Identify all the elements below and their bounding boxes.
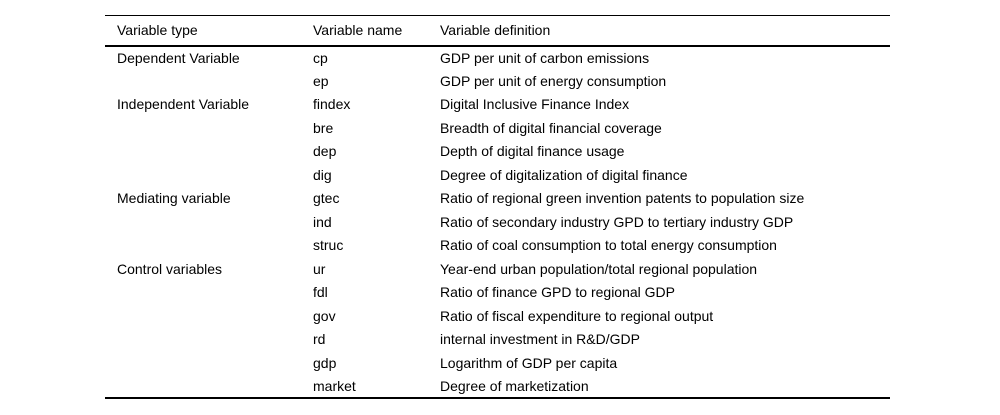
cell-variable-name: dig — [313, 166, 332, 183]
table-row: ind Ratio of secondary industry GPD to te… — [105, 210, 890, 234]
column-header-variable-definition: Variable definition — [440, 15, 890, 47]
cell-variable-definition: internal investment in R&D/GDP — [440, 331, 640, 348]
cell-variable-type: Mediating variable — [117, 190, 231, 207]
cell-variable-type — [105, 140, 313, 164]
cell-variable-definition: Digital Inclusive Finance Index — [440, 96, 630, 113]
cell-variable-definition: Ratio of finance GPD to regional GDP — [440, 284, 676, 301]
cell-variable-name: dep — [313, 143, 337, 160]
cell-variable-type — [105, 351, 313, 375]
cell-variable-name: cp — [313, 49, 328, 66]
cell-variable-type — [105, 234, 313, 258]
cell-variable-name: gdp — [313, 354, 337, 371]
table-row: ep GDP per unit of energy consumption — [105, 69, 890, 93]
cell-variable-definition: Degree of digitalization of digital fina… — [440, 166, 688, 183]
cell-variable-definition: Ratio of fiscal expenditure to regional … — [440, 307, 714, 324]
cell-variable-type — [105, 210, 313, 234]
cell-variable-type: Control variables — [117, 260, 223, 277]
cell-variable-name: findex — [313, 96, 351, 113]
cell-variable-definition: Ratio of secondary industry GPD to terti… — [440, 213, 794, 230]
table-row: fdl Ratio of finance GPD to regional GDP — [105, 281, 890, 305]
table-row: gov Ratio of fiscal expenditure to region… — [105, 304, 890, 328]
table-row: Mediating variable gtec Ratio of regional … — [105, 187, 890, 211]
cell-variable-definition: Breadth of digital financial coverage — [440, 119, 662, 136]
cell-variable-definition: Year-end urban population/total regional… — [440, 260, 758, 277]
cell-variable-type — [105, 116, 313, 140]
cell-variable-name: ep — [313, 72, 329, 89]
cell-variable-type — [105, 304, 313, 328]
cell-variable-name: struc — [313, 237, 344, 254]
table-body: Dependent Variable cp GDP per unit of carb… — [105, 46, 890, 399]
cell-variable-name: bre — [313, 119, 334, 136]
table-row: struc Ratio of coal consumption to total … — [105, 234, 890, 258]
table-header-row: Variable type Variable name Variable def… — [105, 15, 890, 47]
table-row: dep Depth of digital finance usage — [105, 140, 890, 164]
cell-variable-type — [105, 281, 313, 305]
cell-variable-type — [105, 69, 313, 93]
variables-table: Variable type Variable name Variable def… — [105, 15, 890, 399]
table-row: gdp Logarithm of GDP per capita — [105, 351, 890, 375]
cell-variable-name: ind — [313, 213, 332, 230]
table-row: market Degree of marketization — [105, 375, 890, 399]
cell-variable-name: gov — [313, 307, 336, 324]
cell-variable-name: fdl — [313, 284, 328, 301]
cell-variable-type: Dependent Variable — [117, 49, 240, 66]
cell-variable-name: market — [313, 377, 356, 394]
table-row: rd internal investment in R&D/GDP — [105, 328, 890, 352]
cell-variable-name: gtec — [313, 190, 340, 207]
cell-variable-name: ur — [313, 260, 326, 277]
table-row: bre Breadth of digital financial coverage — [105, 116, 890, 140]
table-row: Control variables ur Year-end urban popula… — [105, 257, 890, 281]
cell-variable-definition: Ratio of regional green invention patent… — [440, 190, 805, 207]
cell-variable-definition: GDP per unit of carbon emissions — [440, 49, 650, 66]
cell-variable-type — [105, 328, 313, 352]
cell-variable-definition: GDP per unit of energy consumption — [440, 72, 667, 89]
cell-variable-definition: Ratio of coal consumption to total energ… — [440, 237, 777, 254]
cell-variable-definition: Depth of digital finance usage — [440, 143, 625, 160]
column-header-variable-name: Variable name — [313, 15, 440, 47]
cell-variable-type — [105, 375, 313, 399]
variables-table-container: Variable type Variable name Variable def… — [105, 15, 890, 399]
cell-variable-name: rd — [313, 331, 326, 348]
cell-variable-type — [105, 163, 313, 187]
cell-variable-definition: Logarithm of GDP per capita — [440, 354, 618, 371]
column-header-variable-type: Variable type — [105, 15, 313, 47]
cell-variable-definition: Degree of marketization — [440, 377, 589, 394]
table-row: Dependent Variable cp GDP per unit of carb… — [105, 46, 890, 70]
cell-variable-type: Independent Variable — [117, 96, 250, 113]
table-row: dig Degree of digitalization of digital f… — [105, 163, 890, 187]
table-row: Independent Variable findex Digital Inclus… — [105, 93, 890, 117]
